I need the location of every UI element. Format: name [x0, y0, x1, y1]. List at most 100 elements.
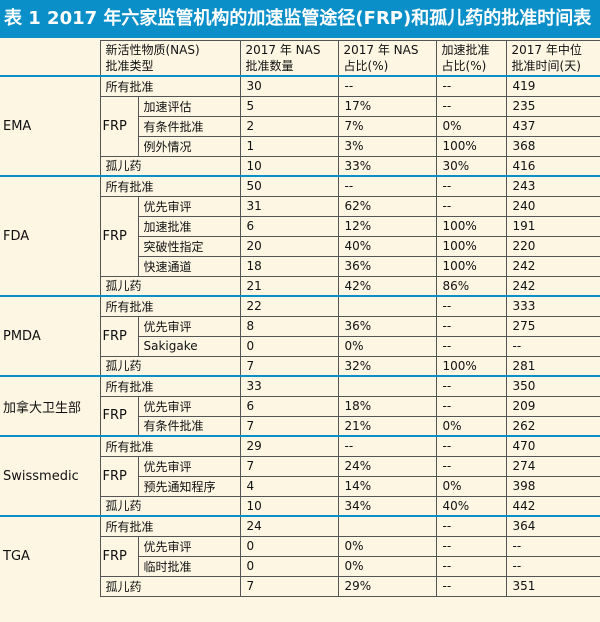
approval-type: 临时批准 [137, 555, 241, 577]
median-days: 437 [505, 115, 600, 137]
median-days: -- [505, 335, 600, 357]
nas-count: 33 [239, 375, 339, 397]
approval-type: 优先审评 [137, 195, 241, 217]
accel-share: -- [435, 455, 507, 477]
table-row: 临时批准 0 0% -- -- [0, 555, 600, 577]
nas-count: 30 [239, 75, 339, 97]
approval-type: 孤儿药 [99, 575, 241, 597]
table-row: FDA 所有批准 50 -- -- 243 [0, 175, 600, 296]
nas-share: 33% [337, 155, 437, 177]
accel-share: -- [435, 575, 507, 597]
header-row: 新活性物质(NAS) 批准类型 2017 年 NAS 批准数量 2017 年 NAS… [0, 40, 600, 77]
nas-count: 1 [239, 135, 339, 157]
header-type: 新活性物质(NAS) 批准类型 [99, 40, 241, 77]
median-days: -- [505, 555, 600, 577]
accel-share: 0% [435, 475, 507, 497]
nas-share: 32% [337, 355, 437, 377]
nas-share: 62% [337, 195, 437, 217]
accel-share: -- [435, 75, 507, 97]
frp-label: FRP [100, 195, 139, 277]
table-row: 加拿大卫生部 所有批准 33 -- 350 [0, 375, 600, 436]
nas-share: 29% [337, 575, 437, 597]
nas-count: 6 [239, 395, 339, 417]
approval-type: 优先审评 [137, 535, 241, 557]
accel-share: -- [435, 95, 507, 117]
accel-share: 0% [435, 415, 507, 437]
median-days: 351 [505, 575, 600, 597]
table-row: PMDA 所有批准 22 -- 333 [0, 295, 600, 376]
accel-share: 86% [435, 275, 507, 297]
table-title: 表 1 2017 年六家监管机构的加速监管途径(FRP)和孤儿药的批准时间表 [0, 0, 600, 38]
approval-type: 有条件批准 [137, 115, 241, 137]
table-row: FRP 优先审评 31 62% -- 240 [0, 195, 600, 277]
nas-count: 0 [239, 555, 339, 577]
median-days: 242 [505, 275, 600, 297]
agency-name: TGA [0, 515, 101, 596]
approval-type: 孤儿药 [99, 495, 241, 517]
nas-share: 34% [337, 495, 437, 517]
nas-share: 12% [337, 215, 437, 237]
table-row: EMA 所有批准 30 -- -- 419 [0, 75, 600, 176]
approval-type: 突破性指定 [137, 235, 241, 257]
nas-count: 29 [239, 435, 339, 457]
accel-share: -- [435, 335, 507, 357]
nas-count: 10 [239, 155, 339, 177]
nas-share [337, 515, 437, 537]
table-row: 有条件批准 7 21% 0% 262 [0, 415, 600, 437]
table-row: 孤儿药 7 29% -- 351 [0, 575, 600, 597]
approval-type: 有条件批准 [137, 415, 241, 437]
agency-name: 加拿大卫生部 [0, 375, 101, 436]
approval-type: 优先审评 [137, 395, 241, 417]
median-days: 209 [505, 395, 600, 417]
median-days: 191 [505, 215, 600, 237]
nas-share: 17% [337, 95, 437, 117]
accel-share: -- [435, 295, 507, 317]
nas-count: 8 [239, 315, 339, 337]
median-days: 243 [505, 175, 600, 197]
accel-share: -- [435, 315, 507, 337]
nas-count: 5 [239, 95, 339, 117]
nas-count: 4 [239, 475, 339, 497]
table-row: 预先通知程序 4 14% 0% 398 [0, 475, 600, 497]
accel-share: -- [435, 395, 507, 417]
approval-type: 例外情况 [137, 135, 241, 157]
nas-share: 18% [337, 395, 437, 417]
nas-share: -- [337, 435, 437, 457]
accel-share: -- [435, 555, 507, 577]
median-days: 442 [505, 495, 600, 517]
nas-share: 42% [337, 275, 437, 297]
median-days: 220 [505, 235, 600, 257]
approval-type: 所有批准 [99, 295, 241, 317]
nas-share: 0% [337, 555, 437, 577]
frp-label: FRP [100, 95, 139, 157]
accel-share: 100% [435, 255, 507, 277]
frp-label: FRP [100, 455, 139, 497]
median-days: 235 [505, 95, 600, 117]
nas-count: 7 [239, 455, 339, 477]
table-row: Sakigake 0 0% -- -- [0, 335, 600, 357]
nas-count: 7 [239, 575, 339, 597]
nas-count: 7 [239, 415, 339, 437]
nas-count: 24 [239, 515, 339, 537]
nas-count: 20 [239, 235, 339, 257]
approval-type: 预先通知程序 [137, 475, 241, 497]
accel-share: 100% [435, 135, 507, 157]
approval-type: 孤儿药 [99, 155, 241, 177]
median-days: 274 [505, 455, 600, 477]
table-row: 例外情况 1 3% 100% 368 [0, 135, 600, 157]
agency-name: EMA [0, 75, 101, 176]
median-days: 262 [505, 415, 600, 437]
median-days: 419 [505, 75, 600, 97]
table-row: FRP 优先审评 8 36% -- 275 [0, 315, 600, 357]
accel-share: -- [435, 535, 507, 557]
accel-share: 100% [435, 355, 507, 377]
nas-count: 2 [239, 115, 339, 137]
approval-table: 新活性物质(NAS) 批准类型 2017 年 NAS 批准数量 2017 年 NAS… [0, 40, 600, 597]
median-days: 364 [505, 515, 600, 537]
approval-type: 孤儿药 [99, 355, 241, 377]
accel-share: -- [435, 435, 507, 457]
nas-share: 24% [337, 455, 437, 477]
nas-share: 36% [337, 255, 437, 277]
median-days: 281 [505, 355, 600, 377]
